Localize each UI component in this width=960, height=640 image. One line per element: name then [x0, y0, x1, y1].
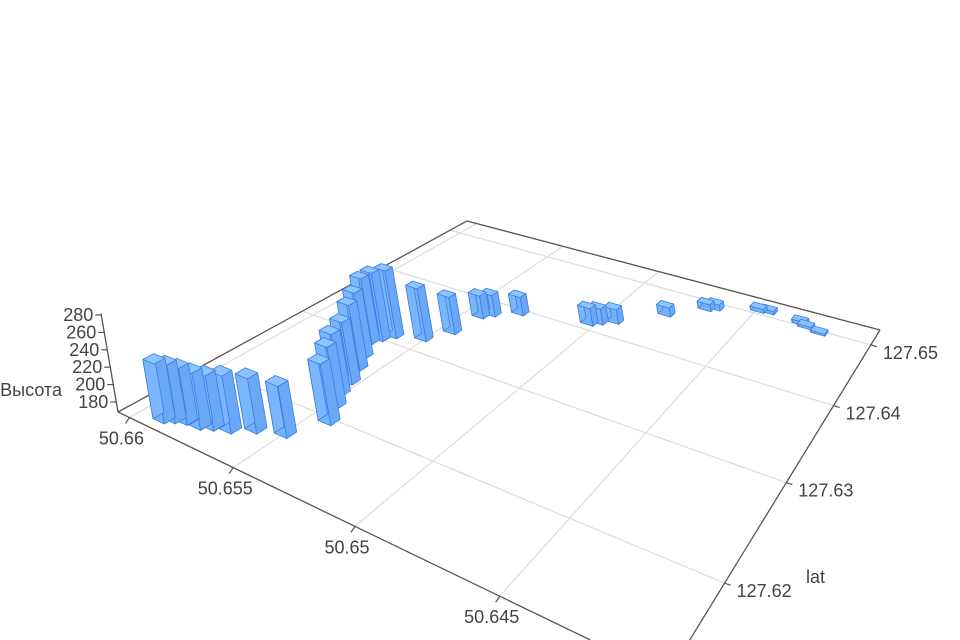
z-tick-label: 240	[69, 340, 99, 360]
bar	[749, 301, 768, 314]
bar	[467, 288, 491, 320]
bar	[810, 325, 829, 337]
x-tick-label: 50.655	[198, 479, 253, 499]
bar	[696, 296, 716, 313]
y-tick-label: 127.64	[846, 404, 901, 424]
bar	[507, 289, 530, 317]
z-tick-label: 200	[75, 375, 105, 395]
y-axis-line	[689, 329, 881, 640]
bar-top-face	[342, 284, 363, 294]
y-axis-label: lat	[806, 567, 825, 587]
bar-top-face	[436, 289, 456, 299]
bar-top-face	[336, 296, 358, 307]
y-tick-label: 127.62	[737, 581, 792, 601]
bar-top-face	[234, 367, 259, 380]
bar-top-face	[467, 288, 487, 297]
bar-top-face	[479, 287, 499, 297]
tick-labels: 50.66 50.655 50.65 50.645 127.62 127.63 127.64…	[63, 305, 938, 627]
y-tick	[833, 405, 840, 409]
y-tick	[786, 482, 793, 486]
x-tick	[495, 595, 501, 603]
bar-top-face	[142, 353, 166, 365]
x-gridline	[499, 299, 766, 597]
x-tick-label: 50.645	[464, 607, 519, 627]
bar-top-face	[656, 299, 675, 309]
x-tick	[228, 467, 234, 474]
bars	[142, 263, 829, 440]
bar-top-face	[314, 337, 337, 348]
y-tick-label: 127.63	[798, 481, 853, 501]
bar-top-face	[507, 289, 527, 299]
bar-top-face	[329, 313, 351, 324]
z-tick-label: 180	[78, 392, 108, 412]
bar-top-face	[603, 301, 622, 311]
bar-top-face	[696, 296, 715, 306]
z-tick-label: 280	[63, 305, 93, 325]
z-axis-label: Высота	[0, 380, 63, 400]
bar	[307, 353, 341, 427]
bar-top-face	[577, 300, 596, 310]
z-tick-label: 220	[72, 357, 102, 377]
bar	[405, 280, 434, 343]
bar	[577, 300, 599, 327]
bar-top-face	[405, 280, 425, 290]
bar	[436, 289, 463, 336]
bar-top-face	[796, 318, 815, 328]
x-tick	[124, 417, 130, 424]
bar-top-face	[749, 301, 768, 311]
x-axis-line	[117, 411, 591, 640]
x-tick-label: 50.66	[99, 429, 144, 449]
floor-back-edge	[466, 220, 881, 331]
bar-top-face	[349, 270, 369, 280]
bar-top-face	[810, 325, 829, 335]
bar	[142, 353, 176, 425]
bar	[234, 367, 268, 435]
y-tick	[724, 582, 731, 586]
y-tick	[870, 344, 878, 348]
y-gridline	[382, 266, 834, 407]
bar-top-face	[264, 375, 289, 388]
axes	[95, 220, 881, 640]
bar-top-face	[318, 324, 341, 336]
floor-grid	[129, 223, 872, 597]
y-tick-label: 127.65	[883, 343, 938, 363]
bar	[656, 299, 676, 318]
z-axis-line	[100, 313, 119, 413]
bar-top-face	[373, 263, 393, 272]
bar	[264, 375, 298, 440]
bar-top-face	[307, 353, 331, 365]
z-tick-label: 260	[66, 322, 96, 342]
x-tick-label: 50.65	[324, 537, 369, 557]
bar-top-face	[359, 265, 380, 274]
x-tick	[350, 526, 356, 533]
